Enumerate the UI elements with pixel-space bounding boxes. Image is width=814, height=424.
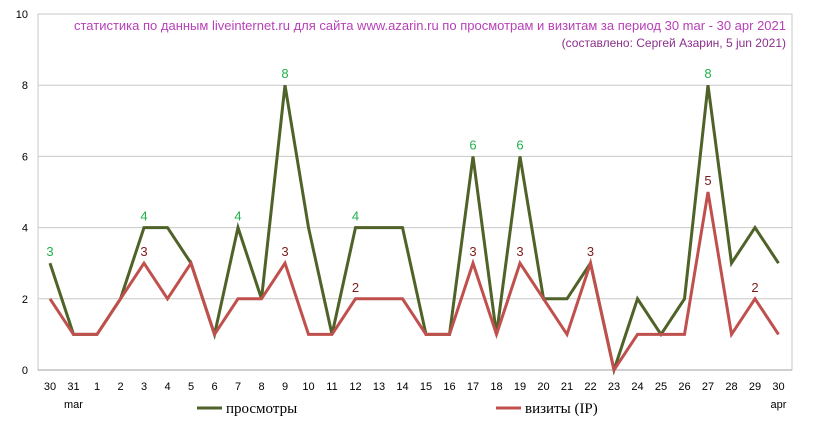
x-tick-label: 20: [537, 381, 549, 393]
data-label: 3: [516, 244, 523, 259]
data-label: 3: [46, 244, 53, 259]
x-tick-label: 29: [749, 381, 761, 393]
legend-label: просмотры: [226, 401, 297, 417]
data-label: 2: [751, 280, 758, 295]
series-line-views: [48, 84, 780, 376]
month-label: apr: [771, 399, 787, 411]
x-tick-label: 27: [702, 381, 714, 393]
data-label: 3: [140, 244, 147, 259]
data-label: 6: [469, 137, 476, 152]
y-tick-label: 0: [22, 365, 28, 377]
data-label: 3: [281, 244, 288, 259]
data-label: 8: [704, 66, 711, 81]
x-tick-label: 11: [326, 381, 337, 393]
x-tick-label: 2: [117, 381, 123, 393]
x-tick-label: 3: [141, 381, 147, 393]
x-tick-label: 13: [373, 381, 385, 393]
x-tick-label: 7: [235, 381, 241, 393]
x-tick-label: 12: [349, 381, 361, 393]
data-label: 3: [587, 244, 594, 259]
data-label: 4: [140, 209, 147, 224]
data-label: 4: [352, 209, 359, 224]
data-label: 6: [516, 137, 523, 152]
x-tick-label: 23: [608, 381, 620, 393]
x-tick-label: 25: [655, 381, 667, 393]
x-tick-label: 22: [584, 381, 596, 393]
month-label: mar: [64, 399, 83, 411]
x-tick-label: 28: [725, 381, 737, 393]
chart-title: статистика по данным liveinternet.ru для…: [74, 18, 786, 33]
x-tick-label: 26: [678, 381, 690, 393]
x-tick-label: 19: [514, 381, 526, 393]
x-tick-label: 6: [211, 381, 217, 393]
y-tick-label: 2: [22, 294, 28, 306]
x-tick-label: 4: [164, 381, 170, 393]
y-tick-label: 8: [22, 80, 28, 92]
y-tick-label: 4: [22, 223, 28, 235]
data-label: 8: [281, 66, 288, 81]
data-label: 2: [352, 280, 359, 295]
chart-subtitle: (составлено: Сергей Азарин, 5 jun 2021): [562, 36, 786, 50]
x-tick-label: 31: [67, 381, 79, 393]
x-tick-label: 24: [631, 381, 643, 393]
data-label: 4: [234, 209, 241, 224]
x-tick-label: 8: [258, 381, 264, 393]
x-tick-label: 16: [443, 381, 455, 393]
x-tick-label: 30: [44, 381, 56, 393]
x-tick-label: 14: [396, 381, 408, 393]
x-tick-label: 10: [302, 381, 314, 393]
x-tick-label: 1: [94, 381, 100, 393]
x-tick-label: 9: [282, 381, 288, 393]
data-label: 3: [469, 244, 476, 259]
series-line-visits: [48, 191, 780, 374]
x-tick-label: 18: [490, 381, 502, 393]
x-tick-label: 30: [772, 381, 784, 393]
x-tick-label: 5: [188, 381, 194, 393]
x-tick-label: 15: [420, 381, 432, 393]
x-tick-label: 21: [561, 381, 573, 393]
series: [48, 84, 780, 376]
data-labels: 3 4 4 8 4 6 6 8 3 3 2 3 3 3 5 2: [46, 66, 758, 295]
data-label: 5: [704, 173, 711, 188]
y-tick-label: 10: [16, 9, 28, 21]
x-tick-label: 17: [467, 381, 479, 393]
y-tick-label: 6: [22, 151, 28, 163]
legend-label: визиты (IP): [525, 401, 598, 417]
legend: просмотры визиты (IP): [197, 401, 598, 417]
